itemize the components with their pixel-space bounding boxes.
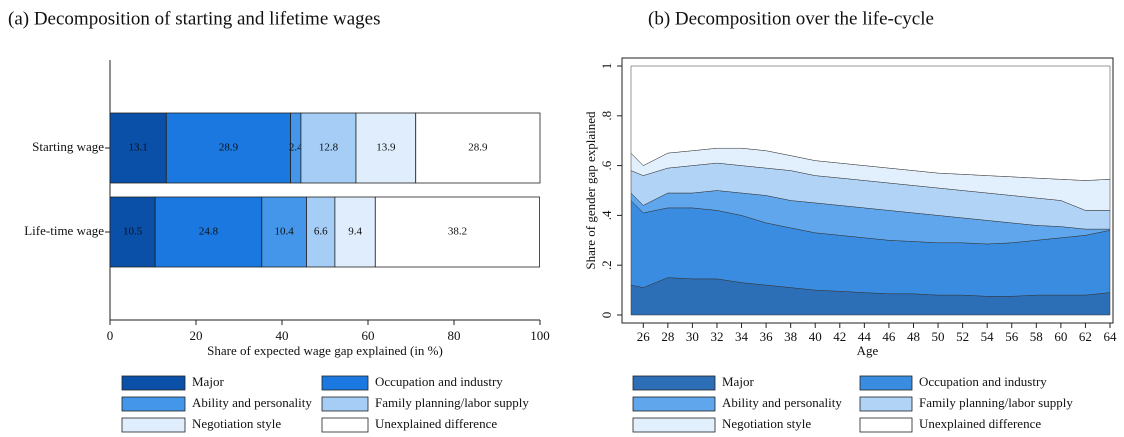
x-tick-label: 26: [637, 329, 651, 344]
legend-label: Major: [192, 374, 224, 389]
legend-swatch: [121, 417, 186, 433]
legend-label: Family planning/labor supply: [375, 395, 529, 410]
legend-swatch: [121, 375, 186, 391]
data-label: 13.1: [129, 142, 148, 154]
data-label: 13.9: [376, 142, 396, 154]
y-tick-label: 0: [599, 312, 614, 319]
x-tick-label: 52: [956, 329, 969, 344]
area: [630, 65, 1111, 181]
y-tick-label: .2: [599, 260, 614, 270]
data-label: 9.4: [348, 226, 362, 238]
legend-swatch: [632, 396, 716, 412]
bar-segment: [165, 112, 291, 184]
chart-title: (b) Decomposition over the life-cycle: [648, 8, 934, 29]
x-axis-label: Age: [857, 343, 879, 358]
y-tick-label: .6: [599, 160, 614, 170]
x-tick-label: 64: [1104, 329, 1118, 344]
legend-label: Major: [722, 374, 754, 389]
bar-segment: [374, 196, 540, 268]
y-axis-label: Share of gender gap explained: [583, 111, 598, 270]
x-tick-label: 44: [858, 329, 872, 344]
legend-label: Ability and personality: [722, 395, 842, 410]
legend-label: Ability and personality: [192, 395, 312, 410]
x-tick-label: 28: [661, 329, 674, 344]
x-tick-label: 60: [1054, 329, 1067, 344]
legend-swatch: [859, 417, 913, 433]
x-tick-label: 0: [107, 328, 114, 343]
x-tick-label: 40: [809, 329, 822, 344]
legend-swatch: [859, 396, 913, 412]
legend-label: Unexplained difference: [375, 416, 497, 431]
x-tick-label: 34: [735, 329, 749, 344]
data-label: 10.5: [123, 226, 143, 238]
plot-frame: [621, 57, 1114, 324]
legend-swatch: [859, 375, 913, 391]
data-label: 6.6: [314, 226, 328, 238]
x-tick-label: 32: [710, 329, 723, 344]
x-tick-label: 20: [190, 328, 203, 343]
bar-segment: [261, 196, 307, 268]
bar-segment: [109, 196, 156, 268]
chart-title: (a) Decomposition of starting and lifeti…: [8, 8, 381, 29]
bar-segment: [415, 112, 541, 184]
x-axis-label: Share of expected wage gap explained (in…: [207, 343, 443, 358]
x-tick-label: 50: [932, 329, 945, 344]
x-tick-label: 30: [686, 329, 699, 344]
x-tick-label: 62: [1079, 329, 1092, 344]
data-label: 24.8: [199, 226, 219, 238]
x-tick-label: 56: [1005, 329, 1019, 344]
legend-label: Negotiation style: [192, 416, 281, 431]
y-tick-label: .8: [599, 111, 614, 121]
x-tick-label: 38: [784, 329, 797, 344]
x-tick-label: 42: [833, 329, 846, 344]
x-tick-label: 100: [530, 328, 550, 343]
y-tick-label: 1: [599, 63, 614, 70]
data-label: 2.4: [289, 142, 303, 154]
x-tick-label: 46: [882, 329, 896, 344]
legend-label: Family planning/labor supply: [919, 395, 1073, 410]
x-tick-label: 36: [760, 329, 774, 344]
y-tick-label: Starting wage: [32, 139, 104, 154]
x-tick-label: 40: [276, 328, 289, 343]
legend-label: Unexplained difference: [919, 416, 1041, 431]
data-label: 28.9: [468, 142, 488, 154]
bar-segment: [154, 196, 263, 268]
y-tick-label: .4: [599, 210, 614, 220]
legend-swatch: [321, 396, 369, 412]
bar-segment: [306, 196, 336, 268]
y-tick-label: Life-time wage: [24, 223, 104, 238]
x-tick-label: 48: [907, 329, 920, 344]
legend-swatch: [321, 375, 369, 391]
legend-swatch: [632, 375, 716, 391]
legend-label: Occupation and industry: [919, 374, 1047, 389]
x-tick-label: 60: [362, 328, 375, 343]
x-tick-label: 58: [1030, 329, 1043, 344]
legend-label: Negotiation style: [722, 416, 811, 431]
legend-swatch: [632, 417, 716, 433]
legend-label: Occupation and industry: [375, 374, 503, 389]
data-label: 10.4: [275, 226, 295, 238]
legend-swatch: [321, 417, 369, 433]
x-tick-label: 54: [981, 329, 995, 344]
x-tick-label: 80: [448, 328, 461, 343]
data-label: 38.2: [448, 226, 467, 238]
data-label: 28.9: [219, 142, 239, 154]
data-label: 12.8: [319, 142, 339, 154]
bar-segment: [334, 196, 376, 268]
legend-swatch: [121, 396, 186, 412]
